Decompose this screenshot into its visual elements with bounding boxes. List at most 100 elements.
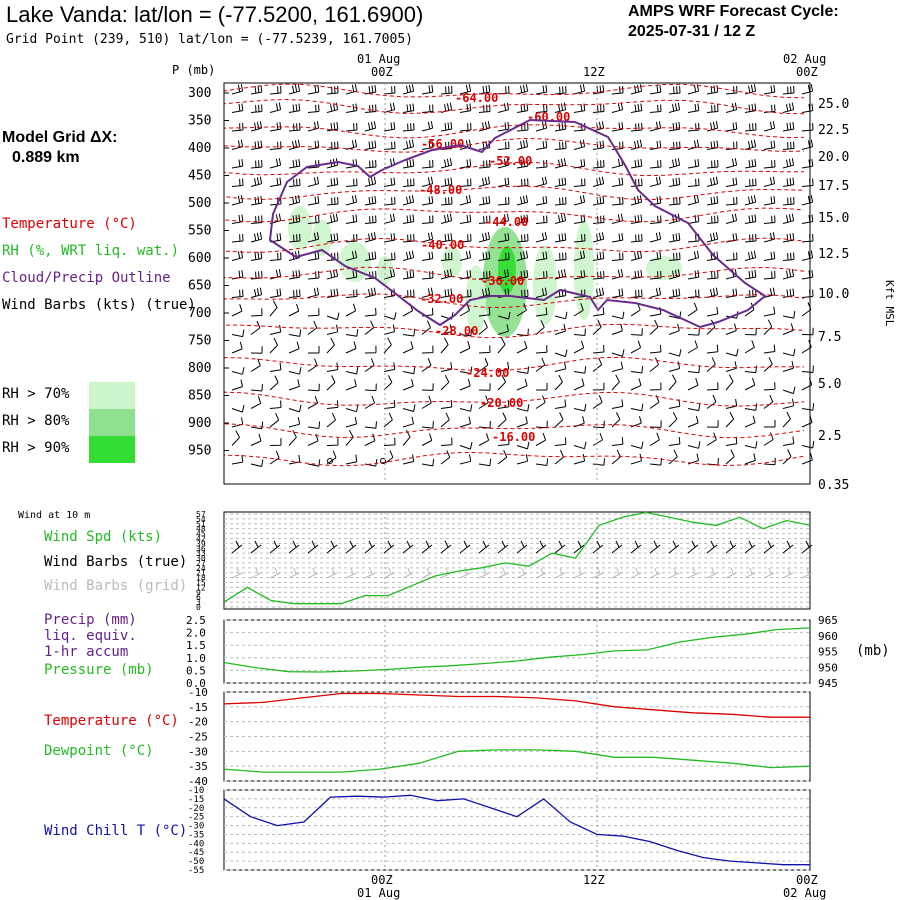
wind-barb: [383, 213, 396, 224]
wind-barb: [402, 289, 415, 298]
height-tick-label: 22.5: [818, 123, 849, 138]
wind-barb: [668, 288, 681, 298]
wind-barb: [725, 102, 738, 113]
wind-barb: [725, 196, 738, 206]
wind-barb: [478, 320, 488, 335]
wind-barb: [763, 382, 776, 391]
wind-barb: [554, 449, 564, 465]
wind-barb-grid: [459, 567, 471, 579]
temperature-contour-label: -48.00: [419, 183, 462, 197]
wind-barb: [459, 84, 472, 95]
wind-barb: [288, 303, 300, 317]
wind-barb: [402, 250, 415, 261]
wind-barb: [573, 84, 586, 95]
wind-barb: [326, 337, 335, 354]
wind-barb: [478, 357, 489, 372]
wind-barb: [706, 196, 719, 206]
wind-barb: [801, 403, 815, 411]
wind-barb: [288, 84, 301, 95]
wind-barb: [364, 345, 377, 354]
wind-speed-tick-label: 27: [196, 559, 206, 568]
wind-barb: [250, 358, 261, 372]
wind-barb-true: [497, 540, 509, 554]
top-date-label: 01 Aug: [357, 52, 400, 66]
wind-barb-true: [269, 540, 281, 554]
wind-barb: [630, 328, 643, 336]
wind-barb: [630, 270, 643, 280]
wind-barb: [535, 176, 548, 187]
wind-barb: [649, 420, 662, 428]
wind-barb: [687, 453, 699, 465]
wind-barb: [421, 287, 434, 298]
wind-barb: [744, 415, 756, 428]
wind-barb: [269, 362, 282, 372]
wind-barb: [402, 103, 415, 113]
height-tick-label: 12.5: [818, 247, 849, 262]
wind-barb: [364, 196, 377, 206]
wind-barb: [345, 195, 358, 206]
wind-barb: [630, 103, 643, 113]
temperature-contour: [223, 451, 805, 467]
wind-barb: [250, 251, 263, 261]
wind-barb: [687, 415, 699, 428]
wind-barb: [801, 214, 814, 224]
wind-barb: [763, 215, 776, 224]
wind-barb: [668, 361, 681, 372]
wind-barb: [383, 196, 396, 206]
wind-barb-true: [668, 540, 680, 554]
wind-barb: [630, 378, 642, 391]
wind-barb-grid: [668, 567, 680, 579]
wind-barb: [744, 365, 757, 374]
wind-barb: [744, 159, 757, 169]
wind-barb: [535, 420, 548, 429]
wind-barb: [231, 103, 244, 113]
wind-speed-tick-label: 6: [196, 593, 201, 602]
wind-barb: [421, 140, 434, 150]
wind-barb: [345, 178, 358, 187]
wind-barb: [744, 233, 757, 243]
legend-rh: RH (%, WRT liq. wat.): [2, 243, 180, 259]
wind-barb: [288, 159, 301, 169]
wind-barb: [421, 121, 434, 132]
wind-barb: [782, 102, 795, 113]
pressure-tick-label: 550: [188, 224, 211, 239]
temperature-contour-label: -32.00: [420, 292, 463, 306]
wind-barb: [668, 102, 681, 113]
wind-barb: [611, 361, 624, 372]
wind-barb: [554, 196, 567, 206]
wind-barb: [383, 252, 396, 261]
wind-barb: [326, 141, 339, 150]
wind-barb: [307, 196, 320, 206]
wind-barb: [630, 340, 642, 354]
wind-barb: [687, 378, 699, 391]
precip-tick-label: 2.0: [186, 627, 206, 640]
pressure-tick-label: 600: [188, 251, 211, 266]
wind-barb: [459, 250, 472, 261]
temperature-contour: [223, 266, 805, 281]
wind-barb: [554, 233, 567, 243]
wind-speed-tick-label: 39: [196, 539, 206, 548]
wind-barb-true: [725, 540, 737, 554]
wind-barb: [307, 358, 318, 372]
wind-barb: [782, 398, 795, 409]
wind-barb-grid: [535, 567, 547, 579]
wind-barb: [250, 383, 263, 392]
wind-barb: [402, 404, 416, 412]
wind-barb: [440, 252, 453, 261]
wind-barb-grid: [383, 567, 395, 579]
wind-barb: [592, 458, 605, 466]
wind-barb: [326, 312, 340, 321]
wind-barb: [459, 122, 472, 132]
wind-barb: [801, 84, 814, 95]
wind-barb: [611, 323, 623, 335]
bottom-date-label: 01 Aug: [357, 886, 400, 900]
wind-barb: [516, 441, 530, 450]
wind-barb: [231, 139, 244, 150]
wind-barb: [288, 430, 297, 446]
wind-barb: [231, 329, 245, 338]
wind-barb: [554, 252, 567, 261]
wind-barb: [725, 411, 735, 428]
wind-barb: [231, 430, 240, 446]
wind-barb: [782, 85, 795, 95]
wind-barb: [345, 416, 358, 428]
